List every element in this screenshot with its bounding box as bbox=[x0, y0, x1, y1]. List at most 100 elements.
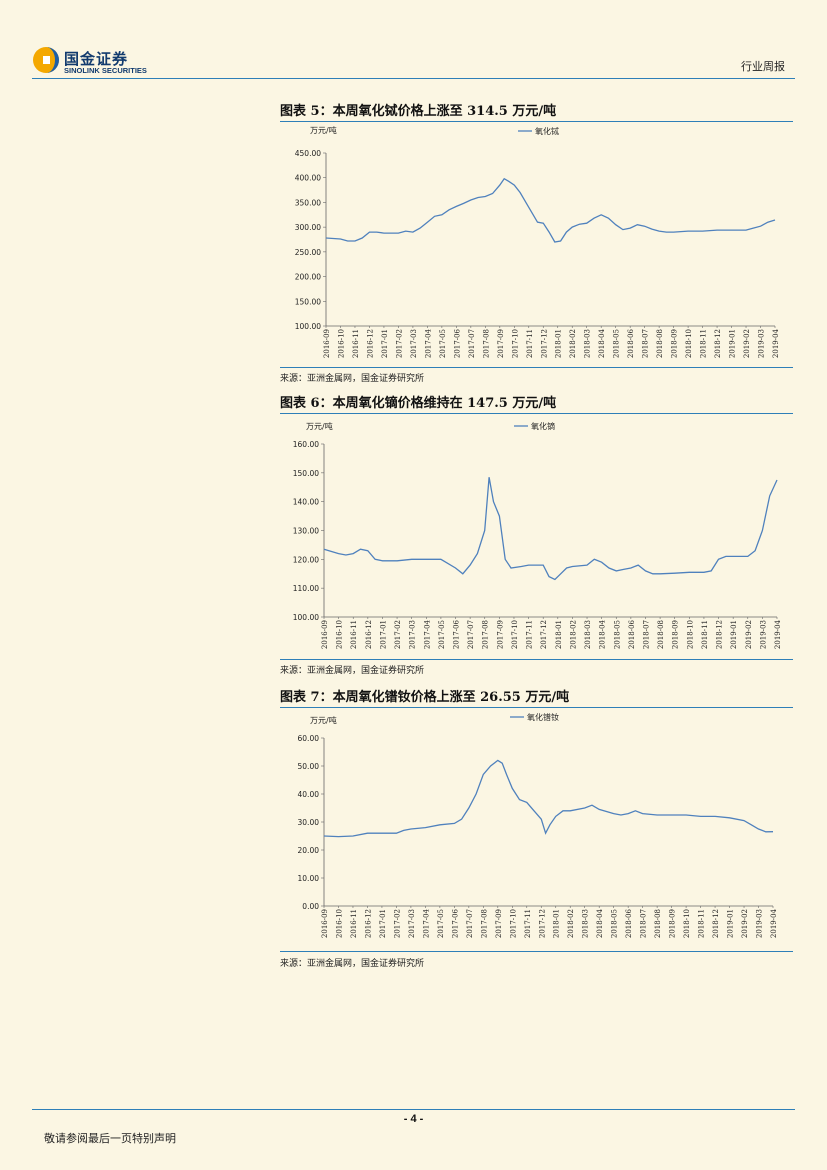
y-tick-label: 50.00 bbox=[298, 762, 320, 771]
x-tick-label: 2018-10 bbox=[686, 620, 694, 649]
x-tick-label: 2017-04 bbox=[422, 908, 430, 938]
figure-7-chart: 万元/吨 0.00 10.00 20.00 30.00 40.00 50.00 60.00 20… bbox=[280, 708, 793, 951]
x-tick-label: 2017-01 bbox=[381, 329, 389, 358]
x-tick-label: 2019-03 bbox=[758, 329, 766, 358]
x-tick-label: 2017-03 bbox=[408, 909, 416, 938]
x-tick-label: 2019-01 bbox=[729, 329, 737, 358]
figure-6-bottom-rule bbox=[280, 659, 793, 660]
x-tick-label: 2017-05 bbox=[438, 620, 446, 649]
y-tick-label: 200.00 bbox=[295, 273, 321, 282]
figure-5-source: 来源：亚洲金属网，国金证券研究所 bbox=[280, 374, 425, 384]
x-tick-label: 2017-02 bbox=[395, 329, 403, 358]
x-tick-label: 2016-11 bbox=[350, 909, 358, 938]
legend-entry: 氧化铽 bbox=[535, 126, 559, 136]
x-tick-label: 2017-03 bbox=[410, 329, 418, 358]
x-tick-label: 2017-06 bbox=[453, 328, 461, 358]
x-tick-label: 2018-11 bbox=[701, 620, 709, 649]
x-tick-label: 2016-09 bbox=[321, 909, 329, 938]
x-tick-label: 2018-12 bbox=[714, 329, 722, 358]
y-tick-label: 20.00 bbox=[298, 846, 320, 855]
figure-6-title: 图表 6：本周氧化镝价格维持在 147.5 万元/吨 bbox=[280, 396, 557, 411]
x-tick-label: 2017-06 bbox=[453, 619, 461, 649]
figure-7-bottom-rule bbox=[280, 951, 793, 952]
unit-label: 万元/吨 bbox=[310, 715, 337, 725]
x-tick-label: 2018-08 bbox=[654, 909, 662, 938]
x-tick-label: 2016-11 bbox=[350, 620, 358, 649]
x-tick-label: 2018-10 bbox=[683, 909, 691, 938]
dysprosium-oxide-price-chart: 万元/吨 100.00 110.00 120.00 130.00 140.00 150.00… bbox=[293, 421, 782, 649]
x-tick-label: 2016-09 bbox=[321, 620, 329, 649]
unit-label: 万元/吨 bbox=[310, 125, 337, 135]
header-divider bbox=[32, 78, 795, 79]
x-tick-label: 2017-11 bbox=[524, 909, 532, 938]
footer-divider bbox=[32, 1109, 795, 1110]
terbium-oxide-price-chart: 万元/吨 100.00 150.00 200.00 250.00 300.00 350.00… bbox=[295, 125, 780, 358]
x-tick-label: 2017-11 bbox=[526, 620, 534, 649]
y-tick-label: 350.00 bbox=[295, 198, 321, 207]
x-tick-label: 2017-12 bbox=[540, 620, 548, 649]
x-tick-label: 2018-08 bbox=[656, 329, 664, 358]
x-tick-label: 2018-09 bbox=[672, 620, 680, 649]
x-tick-label: 2018-02 bbox=[569, 329, 577, 358]
x-tick-label: 2016-12 bbox=[364, 909, 372, 938]
x-tick-label: 2018-02 bbox=[569, 620, 577, 649]
y-tick-label: 450.00 bbox=[295, 149, 321, 158]
x-tick-label: 2019-03 bbox=[756, 909, 764, 938]
x-tick-label: 2018-01 bbox=[555, 620, 563, 649]
header-logo: 国金证券 SINOLINK SECURITIES bbox=[32, 46, 162, 78]
x-tick-label: 2018-05 bbox=[611, 909, 619, 938]
x-tick-label: 2019-02 bbox=[743, 329, 751, 358]
x-tick-label: 2018-01 bbox=[555, 329, 563, 358]
unit-label: 万元/吨 bbox=[306, 421, 333, 431]
x-tick-label: 2016-12 bbox=[366, 329, 374, 358]
x-tick-label: 2017-07 bbox=[468, 329, 476, 358]
y-tick-label: 0.00 bbox=[302, 902, 319, 911]
figure-5-bottom-rule bbox=[280, 367, 793, 368]
x-tick-label: 2018-07 bbox=[642, 620, 650, 649]
x-tick-label: 2016-10 bbox=[337, 329, 345, 358]
y-tick-label: 150.00 bbox=[295, 297, 321, 306]
x-tick-label: 2018-11 bbox=[700, 329, 708, 358]
y-tick-label: 160.00 bbox=[293, 440, 319, 449]
x-tick-label: 2019-01 bbox=[727, 909, 735, 938]
x-tick-label: 2018-06 bbox=[628, 619, 636, 649]
figure-5-top-rule bbox=[280, 121, 793, 122]
x-tick-label: 2018-09 bbox=[671, 329, 679, 358]
figure-6-source: 来源：亚洲金属网，国金证券研究所 bbox=[280, 666, 425, 676]
x-tick-label: 2017-10 bbox=[509, 909, 517, 938]
y-tick-label: 130.00 bbox=[293, 527, 319, 536]
x-tick-label: 2017-06 bbox=[451, 908, 459, 938]
y-tick-label: 60.00 bbox=[298, 734, 320, 743]
x-tick-label: 2017-07 bbox=[466, 909, 474, 938]
x-tick-label: 2017-03 bbox=[409, 620, 417, 649]
series-line bbox=[323, 477, 778, 581]
series-line bbox=[323, 759, 774, 838]
legend-entry: 氧化镨钕 bbox=[527, 712, 559, 722]
x-tick-label: 2017-09 bbox=[495, 909, 503, 938]
logo-english-name: SINOLINK SECURITIES bbox=[64, 66, 147, 75]
y-tick-label: 40.00 bbox=[298, 790, 320, 799]
x-tick-label: 2017-08 bbox=[482, 620, 490, 649]
x-tick-label: 2017-12 bbox=[538, 909, 546, 938]
x-tick-label: 2018-03 bbox=[584, 620, 592, 649]
figure-6-chart: 万元/吨 100.00 110.00 120.00 130.00 140.00 150.00… bbox=[280, 414, 793, 659]
y-tick-label: 100.00 bbox=[295, 322, 321, 331]
x-tick-label: 2016-12 bbox=[365, 620, 373, 649]
x-tick-label: 2018-03 bbox=[584, 329, 592, 358]
x-tick-label: 2017-09 bbox=[497, 329, 505, 358]
y-tick-label: 400.00 bbox=[295, 174, 321, 183]
y-tick-label: 10.00 bbox=[298, 874, 320, 883]
x-tick-label: 2018-01 bbox=[553, 909, 561, 938]
y-tick-label: 140.00 bbox=[293, 498, 319, 507]
figure-5-title: 图表 5：本周氧化铽价格上涨至 314.5 万元/吨 bbox=[280, 104, 557, 119]
legend-entry: 氧化镝 bbox=[531, 421, 555, 431]
x-tick-label: 2017-10 bbox=[511, 620, 519, 649]
sinolink-logo-icon bbox=[33, 47, 59, 73]
x-tick-label: 2017-12 bbox=[540, 329, 548, 358]
x-tick-label: 2018-06 bbox=[625, 908, 633, 938]
figure-7-title: 图表 7：本周氧化镨钕价格上涨至 26.55 万元/吨 bbox=[280, 690, 570, 705]
x-tick-label: 2019-02 bbox=[745, 620, 753, 649]
x-tick-label: 2018-08 bbox=[657, 620, 665, 649]
x-tick-label: 2017-09 bbox=[496, 620, 504, 649]
x-tick-label: 2018-11 bbox=[698, 909, 706, 938]
